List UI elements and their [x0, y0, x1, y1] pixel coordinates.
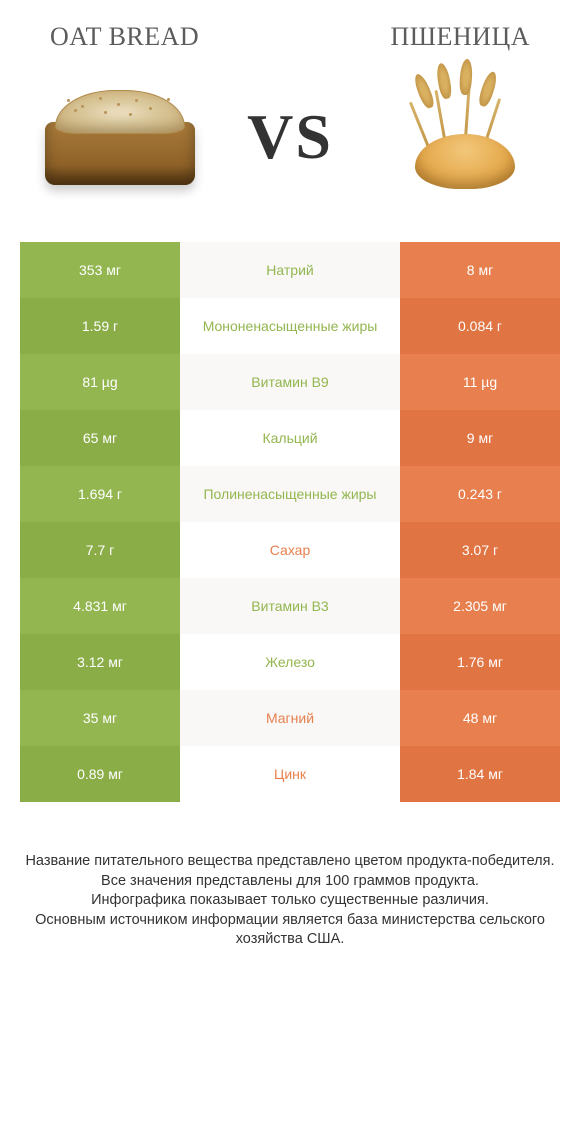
table-row: 1.694 гПолиненасыщенные жиры0.243 г: [20, 466, 560, 522]
right-value: 3.07 г: [400, 522, 560, 578]
right-value: 11 µg: [400, 354, 560, 410]
table-row: 0.89 мгЦинк1.84 мг: [20, 746, 560, 802]
footer-line: Основным источником информации является …: [24, 911, 556, 950]
left-product-image: [30, 62, 210, 212]
table-row: 4.831 мгВитамин B32.305 мг: [20, 578, 560, 634]
nutrient-label: Цинк: [180, 746, 400, 802]
left-value: 81 µg: [20, 354, 180, 410]
footer-line: Инфографика показывает только существенн…: [24, 891, 556, 911]
table-row: 81 µgВитамин B911 µg: [20, 354, 560, 410]
footer-notes: Название питательного вещества представл…: [0, 802, 580, 950]
left-value: 65 мг: [20, 410, 180, 466]
table-row: 353 мгНатрий8 мг: [20, 242, 560, 298]
left-value: 1.694 г: [20, 466, 180, 522]
table-row: 7.7 гСахар3.07 г: [20, 522, 560, 578]
left-value: 7.7 г: [20, 522, 180, 578]
nutrient-label: Кальций: [180, 410, 400, 466]
nutrient-label: Натрий: [180, 242, 400, 298]
comparison-table: 353 мгНатрий8 мг1.59 гМононенасыщенные ж…: [0, 242, 580, 802]
left-value: 4.831 мг: [20, 578, 180, 634]
table-row: 35 мгМагний48 мг: [20, 690, 560, 746]
left-value: 35 мг: [20, 690, 180, 746]
nutrient-label: Сахар: [180, 522, 400, 578]
nutrient-label: Витамин B9: [180, 354, 400, 410]
right-value: 1.84 мг: [400, 746, 560, 802]
header: OAT BREAD ПШЕНИЦА: [0, 0, 580, 62]
nutrient-label: Полиненасыщенные жиры: [180, 466, 400, 522]
right-value: 48 мг: [400, 690, 560, 746]
left-value: 353 мг: [20, 242, 180, 298]
right-value: 0.243 г: [400, 466, 560, 522]
left-product-title: OAT BREAD: [50, 22, 199, 52]
footer-line: Все значения представлены для 100 граммо…: [24, 872, 556, 892]
nutrient-label: Магний: [180, 690, 400, 746]
left-value: 3.12 мг: [20, 634, 180, 690]
right-value: 0.084 г: [400, 298, 560, 354]
right-product-title: ПШЕНИЦА: [391, 22, 531, 52]
footer-line: Название питательного вещества представл…: [24, 852, 556, 872]
images-row: VS: [0, 62, 580, 242]
table-row: 3.12 мгЖелезо1.76 мг: [20, 634, 560, 690]
nutrient-label: Железо: [180, 634, 400, 690]
right-value: 8 мг: [400, 242, 560, 298]
vs-label: VS: [247, 100, 333, 174]
right-product-image: [370, 62, 550, 212]
bread-icon: [45, 90, 195, 185]
table-row: 65 мгКальций9 мг: [20, 410, 560, 466]
left-value: 1.59 г: [20, 298, 180, 354]
table-row: 1.59 гМононенасыщенные жиры0.084 г: [20, 298, 560, 354]
left-value: 0.89 мг: [20, 746, 180, 802]
right-value: 2.305 мг: [400, 578, 560, 634]
right-value: 9 мг: [400, 410, 560, 466]
nutrient-label: Мононенасыщенные жиры: [180, 298, 400, 354]
right-value: 1.76 мг: [400, 634, 560, 690]
wheat-icon: [380, 77, 540, 197]
nutrient-label: Витамин B3: [180, 578, 400, 634]
